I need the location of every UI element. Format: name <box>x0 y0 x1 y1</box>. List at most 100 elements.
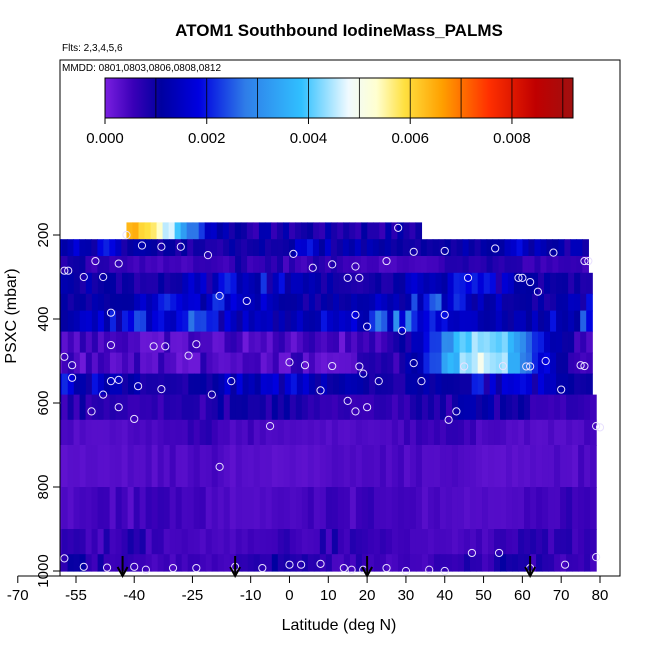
heatmap-cell <box>409 554 417 572</box>
heatmap-cell <box>319 394 327 421</box>
sample-point <box>102 563 112 572</box>
heatmap-cell <box>361 529 369 555</box>
heatmap-cell <box>397 445 405 488</box>
sample-point <box>444 415 453 424</box>
y-tick-label: 600 <box>35 390 52 415</box>
heatmap-cell <box>435 331 443 354</box>
heatmap-cell <box>456 256 464 274</box>
heatmap-cell <box>423 272 431 295</box>
heatmap-cell <box>586 272 593 295</box>
heatmap-cell <box>480 239 488 257</box>
heatmap-cell <box>152 293 159 312</box>
sample-point <box>215 462 224 471</box>
heatmap-cell <box>411 331 419 354</box>
sample-point <box>514 273 523 282</box>
heatmap-cell <box>403 419 411 446</box>
heatmap-cell <box>331 487 339 530</box>
heatmap-cell <box>320 310 328 333</box>
heatmap-cell <box>319 445 327 488</box>
heatmap-cell <box>211 239 218 257</box>
heatmap-cell <box>158 352 165 375</box>
heatmap-cell <box>199 239 206 257</box>
heatmap-cell <box>302 331 310 354</box>
heatmap-cell <box>61 487 69 530</box>
heatmap-cell <box>217 554 225 572</box>
heatmap-cell <box>152 331 159 354</box>
heatmap-cell <box>345 373 352 396</box>
heatmap-cell <box>284 310 292 333</box>
heatmap-cell <box>50 353 57 375</box>
heatmap-cell <box>284 272 292 295</box>
heatmap-cell <box>518 419 525 446</box>
heatmap-cell <box>140 310 147 333</box>
heatmap-cell <box>38 353 45 375</box>
heatmap-cell <box>115 293 123 312</box>
heatmap-cell <box>61 373 69 396</box>
heatmap-cell <box>32 273 39 295</box>
heatmap-cell <box>236 310 244 333</box>
heatmap-cell <box>181 487 189 530</box>
heatmap-cell <box>489 272 497 295</box>
heatmap-cell <box>85 239 93 257</box>
heatmap-cell <box>115 394 123 421</box>
heatmap-cell <box>550 331 557 354</box>
heatmap-cell <box>272 331 280 354</box>
heatmap-cell <box>235 554 243 572</box>
heatmap-cell <box>568 352 575 375</box>
heatmap-cell <box>290 331 298 354</box>
heatmap-cell <box>79 419 87 446</box>
heatmap-cell <box>423 331 431 354</box>
heatmap-cell <box>308 310 316 333</box>
heatmap-cell <box>574 293 581 312</box>
x-axis: -70 -55 -40 -25 -10 0 10 20 30 40 50 60 70 80 <box>7 575 608 604</box>
heatmap-cell <box>176 331 183 354</box>
sample-point <box>157 385 166 394</box>
heatmap-cell <box>477 293 485 312</box>
sample-point <box>192 563 201 573</box>
heatmap-cell <box>217 394 225 421</box>
heatmap-cell <box>429 310 437 333</box>
heatmap-cell <box>326 352 334 375</box>
heatmap-cell <box>301 445 309 488</box>
heatmap-cell <box>578 445 585 488</box>
sample-point <box>343 396 352 405</box>
heatmap-cell <box>79 487 87 530</box>
heatmap-cell <box>354 239 362 257</box>
sample-point <box>227 377 236 386</box>
sample-point <box>526 277 535 287</box>
heatmap-cell <box>506 445 513 488</box>
heatmap-cell <box>145 529 153 555</box>
heatmap-cell <box>97 445 105 488</box>
heatmap-cell <box>199 529 207 555</box>
heatmap-cell <box>223 487 231 530</box>
heatmap-cell <box>284 373 292 396</box>
heatmap-cell <box>351 272 358 295</box>
heatmap-cell <box>127 256 134 274</box>
heatmap-cell <box>429 373 437 396</box>
heatmap-cell <box>223 239 230 257</box>
sample-point <box>592 553 601 562</box>
colorbar-tick-label: 0.006 <box>391 130 429 147</box>
heatmap-cell <box>218 352 226 375</box>
heatmap-cell <box>320 373 328 396</box>
heatmap-cell <box>572 394 579 421</box>
heatmap-cell <box>501 272 509 295</box>
heatmap-cell <box>223 445 231 488</box>
heatmap-cell <box>379 222 386 240</box>
heatmap-cell <box>320 272 328 295</box>
heatmap-cell <box>408 256 416 274</box>
heatmap-cell <box>369 373 376 396</box>
heatmap-cell <box>342 256 350 274</box>
heatmap-cell <box>73 293 81 312</box>
heatmap-cell <box>307 529 315 555</box>
heatmap-cell <box>170 310 177 333</box>
sample-point <box>68 373 77 382</box>
heatmap-cell <box>151 554 159 572</box>
sample-point <box>114 259 123 268</box>
sample-point <box>343 273 352 282</box>
heatmap-cell <box>381 331 388 354</box>
heatmap-cell <box>366 239 374 257</box>
heatmap-cell <box>469 529 477 555</box>
heatmap-cell <box>421 554 429 572</box>
heatmap-cell <box>427 487 435 530</box>
